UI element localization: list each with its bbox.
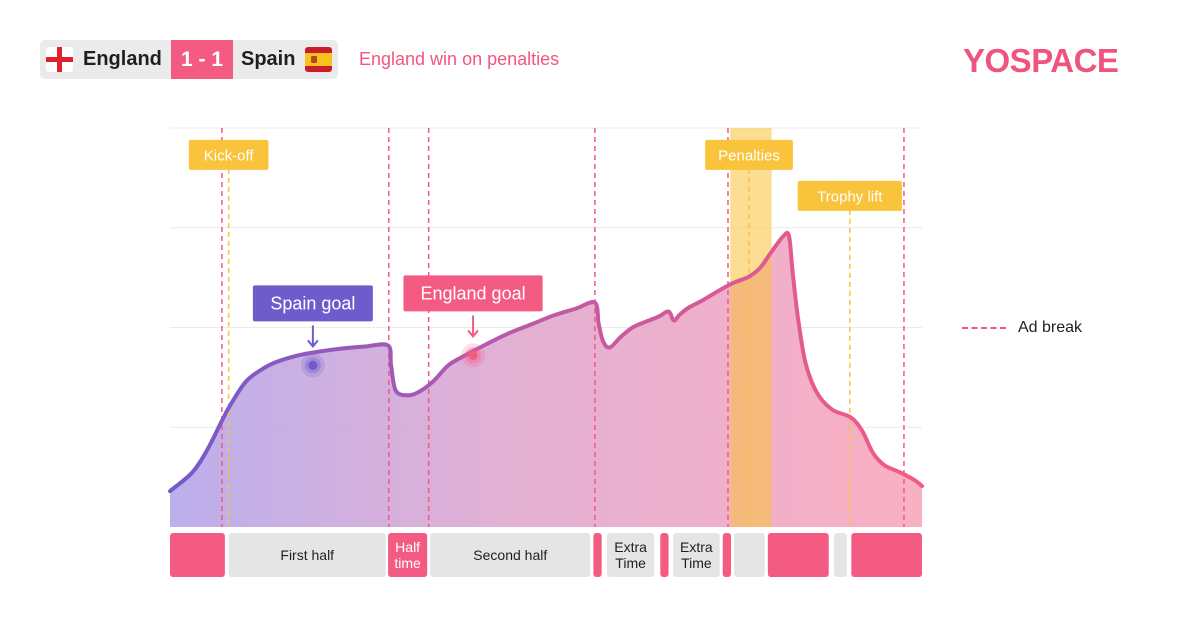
event-marker: Trophy lift [797, 180, 902, 211]
timeline-label: Time [681, 555, 712, 571]
timeline-period-block [834, 533, 847, 577]
timeline-period-block [228, 533, 386, 577]
goal-label-box [403, 275, 543, 312]
timeline-label: Extra [680, 539, 713, 555]
timeline-ad-block [388, 533, 428, 577]
timeline-ad-block [593, 533, 602, 577]
timeline-segment [593, 533, 602, 577]
timeline-ad-block [851, 533, 922, 577]
timeline-period-block [734, 533, 765, 577]
viewership-line [168, 230, 924, 494]
goal-marker: England goal [403, 275, 543, 368]
event-label-box [705, 139, 793, 170]
timeline-segment: Second half [430, 533, 591, 577]
goal-label: Spain goal [270, 293, 355, 313]
timeline-segment [722, 533, 731, 577]
timeline-segment [734, 533, 765, 577]
timeline-ad-block [170, 533, 225, 577]
timeline-ad-block [660, 533, 669, 577]
away-team-name: Spain [241, 48, 296, 70]
timeline-period-block [673, 533, 720, 577]
event-label: Penalties [718, 147, 780, 164]
event-marker: Kick-off [188, 139, 269, 170]
spain-flag-icon [305, 47, 332, 72]
timeline-label: Second half [473, 547, 547, 563]
goal-arrow-head [467, 329, 479, 338]
timeline-segment [660, 533, 669, 577]
yospace-logo: YOSPACE [963, 42, 1119, 79]
timeline-ad-block [722, 533, 731, 577]
goal-dot [308, 360, 318, 370]
event-marker: Penalties [705, 139, 793, 170]
timeline-period-block [606, 533, 655, 577]
event-label: Trophy lift [817, 188, 883, 205]
event-label-box [797, 180, 902, 211]
goal-label-box [252, 285, 373, 322]
england-flag-icon [46, 47, 73, 72]
penalties-shade [730, 128, 772, 527]
timeline-segment [170, 533, 225, 577]
match-result: England win on penalties [359, 49, 560, 69]
timeline-label: Extra [614, 539, 647, 555]
scoreboard: England 1 - 1 Spain [40, 40, 338, 79]
yospace-logo-text: YOSPACE [963, 42, 1118, 79]
timeline-segment: First half [228, 533, 386, 577]
score-badge: 1 - 1 [171, 40, 233, 79]
markers-layer: Kick-off Penalties Trophy lift Spain goal En… [188, 139, 902, 378]
goal-dot [468, 350, 478, 360]
legend-ad-break-swatch [962, 327, 1006, 329]
timeline-segment [834, 533, 847, 577]
event-label: Kick-off [204, 147, 255, 164]
event-label-box [188, 139, 269, 170]
goal-marker: Spain goal [252, 285, 373, 378]
goal-arrow-head [307, 339, 319, 348]
home-team-name: England [83, 48, 162, 70]
timeline-segment [767, 533, 829, 577]
timeline-label: First half [280, 547, 334, 563]
shade-layer [730, 128, 772, 527]
legend: Ad break [962, 318, 1082, 338]
timeline-label: time [394, 555, 421, 571]
line-layer [168, 230, 924, 494]
timeline-label: Time [615, 555, 646, 571]
timeline-label: Half [395, 539, 420, 555]
vertical-lines [221, 128, 905, 527]
timeline-segment [851, 533, 922, 577]
timeline-ad-block [767, 533, 829, 577]
legend-ad-break-label: Ad break [1018, 319, 1083, 336]
timeline-period-block [430, 533, 591, 577]
goal-label: England goal [421, 283, 526, 303]
